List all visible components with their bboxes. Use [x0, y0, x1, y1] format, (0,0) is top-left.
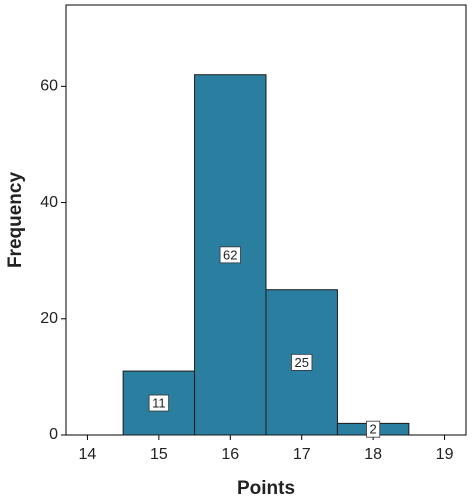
value-label-box: [219, 246, 241, 264]
y-tick-label: 60: [40, 78, 58, 95]
value-label: 25: [294, 355, 308, 370]
x-axis-title: Points: [237, 478, 295, 499]
x-tick-label: 18: [364, 446, 382, 463]
y-tick-label: 40: [40, 194, 58, 211]
y-tick-label: 20: [40, 310, 58, 327]
value-label-box: [148, 394, 170, 412]
x-tick-label: 14: [79, 446, 97, 463]
y-tick-label: 0: [49, 426, 58, 443]
x-tick-label: 19: [436, 446, 454, 463]
value-label-box: [291, 353, 313, 371]
y-axis-title: Frequency: [5, 172, 26, 269]
x-tick-label: 16: [221, 446, 239, 463]
value-label: 2: [370, 422, 377, 437]
value-label-box: [366, 420, 381, 438]
x-tick-label: 17: [293, 446, 311, 463]
value-label: 62: [223, 247, 237, 262]
value-label: 11: [152, 395, 166, 410]
x-tick-label: 15: [150, 446, 168, 463]
